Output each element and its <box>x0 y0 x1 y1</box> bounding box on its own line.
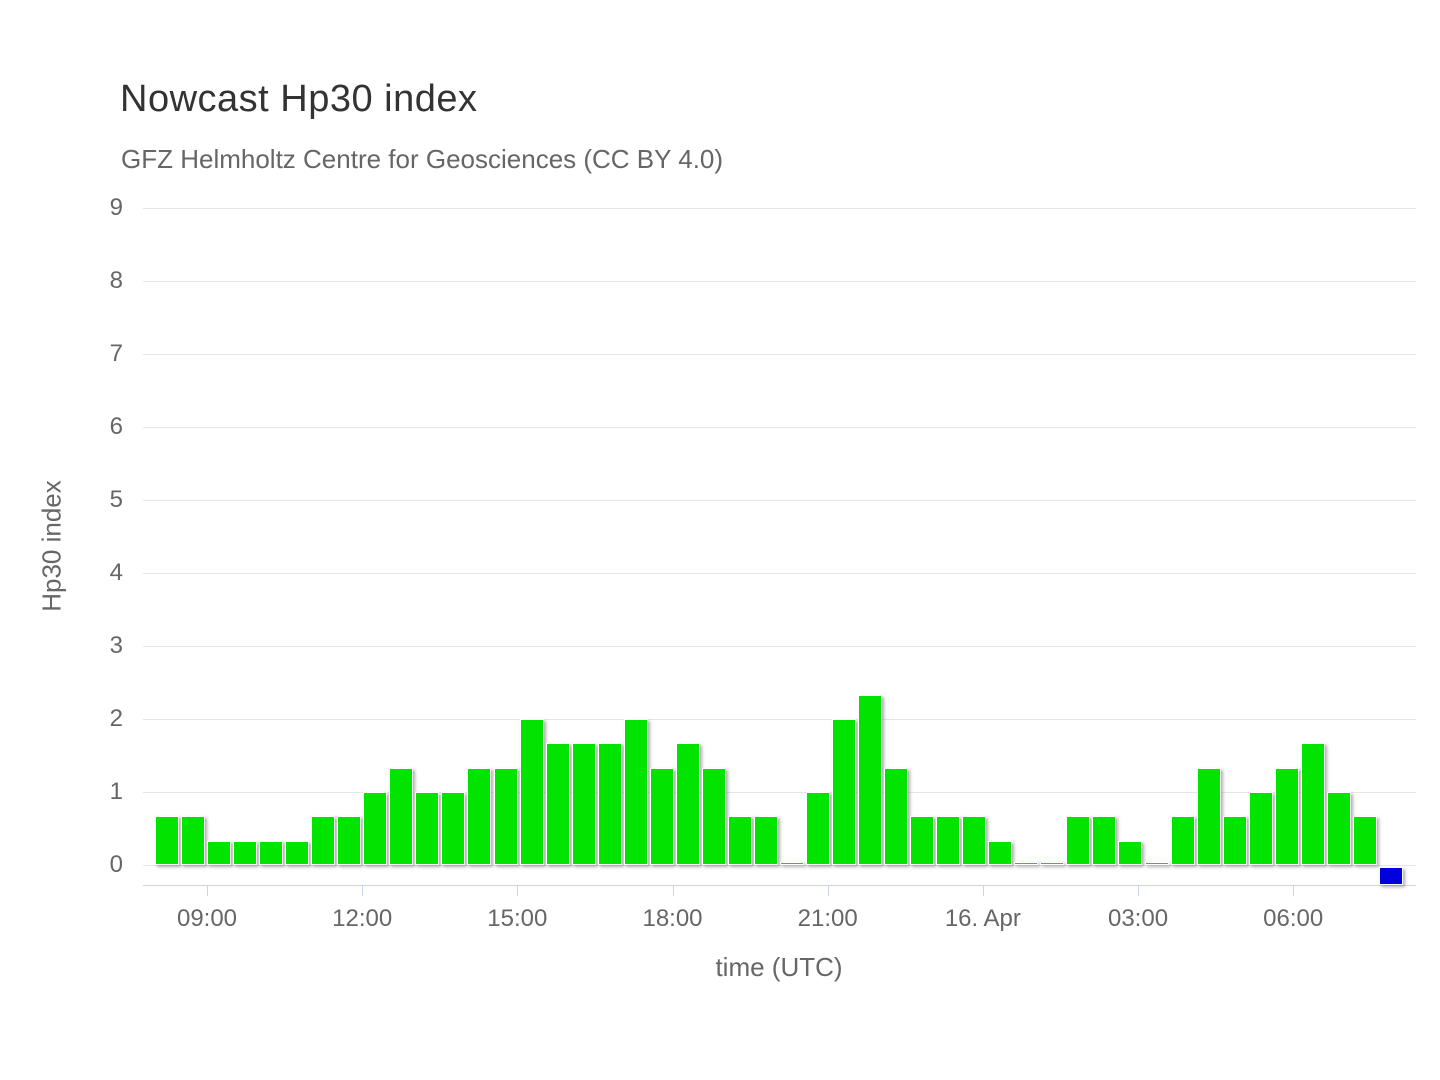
hp30-bar[interactable] <box>207 841 232 865</box>
y-tick-label: 4 <box>109 559 123 586</box>
x-tick-label: 09:00 <box>176 905 238 932</box>
hp30-bar[interactable] <box>1196 768 1221 865</box>
hp30-bar[interactable] <box>675 743 700 865</box>
x-tick-label: 03:00 <box>1107 905 1169 932</box>
y-tick-label: 8 <box>109 267 123 294</box>
hp30-bar[interactable] <box>467 768 492 865</box>
hp30-bar[interactable] <box>806 792 830 865</box>
y-tick-label: 5 <box>109 486 123 513</box>
hp30-bar[interactable] <box>285 841 310 865</box>
y-tick-label: 9 <box>109 194 123 221</box>
hp30-bar[interactable] <box>649 768 674 865</box>
plot-area: 0 1 2 3 4 5 6 7 8 9 09:00 12:00 15:00 18:00 21:00 16. A… <box>110 194 1416 932</box>
hp30-bar[interactable] <box>753 816 778 865</box>
chart-title: Nowcast Hp30 index <box>120 78 478 120</box>
hp30-bar[interactable] <box>259 841 284 865</box>
hp30-bar[interactable] <box>936 816 961 865</box>
y-tick-label: 3 <box>109 632 123 659</box>
gridline <box>143 646 1416 647</box>
hp30-bar[interactable] <box>779 862 804 865</box>
hp30-bar[interactable] <box>884 768 909 865</box>
hp30-bar[interactable] <box>1300 743 1325 865</box>
gridline <box>143 427 1416 428</box>
x-tick-label: 15:00 <box>487 905 548 932</box>
hp30-bar[interactable] <box>337 816 362 865</box>
x-tick-label: 06:00 <box>1263 905 1324 932</box>
hp30-bar[interactable] <box>597 743 622 865</box>
x-tick-mark <box>982 886 984 896</box>
hp30-bar[interactable] <box>1274 768 1299 865</box>
x-tick-label: 16. Apr <box>944 905 1021 932</box>
chart-subtitle: GFZ Helmholtz Centre for Geosciences (CC… <box>121 144 724 174</box>
hp30-bar[interactable] <box>623 719 648 865</box>
hp30-bar[interactable] <box>1118 841 1143 865</box>
hp30-bar[interactable] <box>832 719 857 865</box>
gridline <box>143 208 1416 209</box>
hp30-bar[interactable] <box>1170 816 1195 865</box>
hp30-bar[interactable] <box>858 695 883 865</box>
hp30-bar[interactable] <box>389 768 414 865</box>
hp30-bar[interactable] <box>363 792 388 865</box>
y-tick-label: 1 <box>109 778 123 805</box>
hp30-bar[interactable] <box>1066 816 1091 865</box>
x-tick-mark <box>362 886 364 896</box>
hp30-bar[interactable] <box>1014 862 1039 865</box>
hp30-bar[interactable] <box>988 841 1013 865</box>
hp30-bar[interactable] <box>962 816 987 865</box>
hp30-bar[interactable] <box>1092 816 1117 865</box>
x-axis-title: time (UTC) <box>715 952 843 982</box>
hp30-bar[interactable] <box>155 816 179 865</box>
hp30-bar[interactable] <box>415 792 440 865</box>
y-tick-label: 2 <box>109 705 123 732</box>
x-tick-label: 12:00 <box>332 905 393 932</box>
x-axis-line <box>143 885 1416 886</box>
x-tick-mark <box>517 886 519 896</box>
hp30-bar[interactable] <box>1144 862 1169 865</box>
x-tick-mark <box>1293 886 1295 896</box>
hp30-bar[interactable] <box>1248 792 1273 865</box>
y-tick-label: 0 <box>109 851 123 878</box>
x-tick-mark <box>672 886 674 896</box>
hp30-bar[interactable] <box>519 719 544 865</box>
gridline <box>143 719 1416 720</box>
hp30-bar[interactable] <box>910 816 935 865</box>
hp30-bar[interactable] <box>311 816 336 865</box>
hp30-bar[interactable] <box>181 816 206 865</box>
hp30-bar[interactable] <box>1352 816 1377 865</box>
hp30-bar[interactable] <box>1040 862 1065 865</box>
gridline <box>143 573 1416 574</box>
hp30-bar[interactable] <box>233 841 258 865</box>
gridline <box>143 792 1416 793</box>
x-tick-mark <box>207 886 208 896</box>
gridline <box>143 281 1416 282</box>
hp30-bar[interactable] <box>1326 792 1351 865</box>
gridline <box>143 500 1416 501</box>
hp30-bar[interactable] <box>493 768 518 865</box>
y-tick-label: 7 <box>109 340 123 367</box>
latest-interval-bar[interactable] <box>1378 867 1403 885</box>
hp30-bar[interactable] <box>441 792 466 865</box>
x-tick-label: 18:00 <box>642 905 703 932</box>
gridline <box>143 865 1416 866</box>
hp30-bar[interactable] <box>1222 816 1247 865</box>
hp30-bar[interactable] <box>701 768 726 865</box>
hp30-bar[interactable] <box>545 743 570 865</box>
x-tick-label: 21:00 <box>797 905 858 932</box>
hp30-bar[interactable] <box>727 816 752 865</box>
hp30-bar[interactable] <box>571 743 596 865</box>
x-tick-mark <box>1138 886 1140 896</box>
y-tick-label: 6 <box>109 413 123 440</box>
x-tick-mark <box>827 886 829 896</box>
gridline <box>143 354 1416 355</box>
